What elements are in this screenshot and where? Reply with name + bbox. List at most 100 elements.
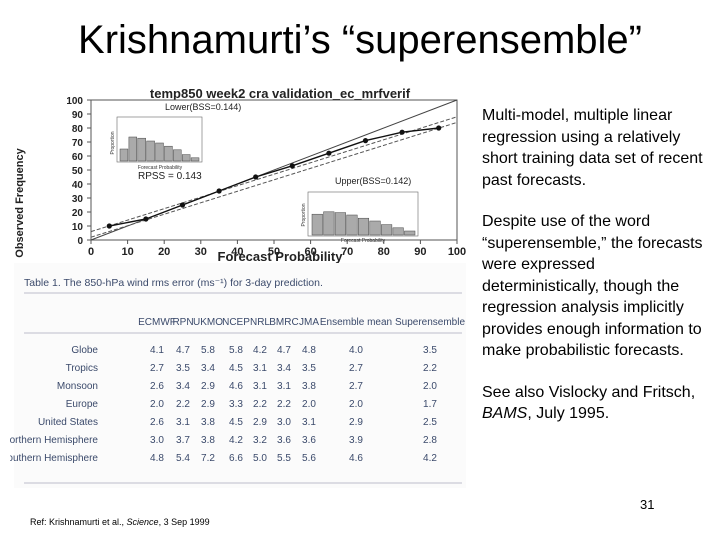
series-line [109, 127, 439, 227]
histogram-bar [146, 140, 155, 162]
table-cell: 3.1 [176, 417, 190, 428]
table-column-header: NCEP [222, 317, 250, 328]
histogram-bar [334, 212, 346, 236]
table-cell: 2.0 [349, 399, 363, 410]
table-cell: 2.0 [150, 399, 164, 410]
x-tick-label: 40 [231, 246, 243, 258]
table-cell: 2.2 [176, 399, 190, 410]
description-paragraph-3: See also Vislocky and Fritsch, BAMS, Jul… [482, 383, 696, 423]
data-point [143, 216, 149, 222]
table-row-label: Monsoon [57, 381, 98, 392]
table-cell: 2.9 [201, 399, 215, 410]
figure: temp850 week2 cra validation_ec_mrfverif… [10, 86, 466, 488]
x-tick-label: 50 [268, 246, 280, 258]
histogram-bar [119, 148, 129, 162]
table-cell: 2.9 [253, 417, 267, 428]
table-cell: 3.6 [302, 435, 316, 446]
table-cell: 2.0 [302, 399, 316, 410]
y-tick-label: 30 [72, 194, 84, 205]
inset-upper-ylabel: Proportion [301, 203, 307, 226]
table-caption: Table 1. The 850-hPa wind rms error (ms⁻… [24, 277, 323, 289]
y-tick-label: 90 [72, 110, 84, 121]
table-column-header: NRL [250, 317, 270, 328]
table-cell: 4.8 [302, 345, 316, 356]
table-cell: 1.7 [423, 399, 437, 410]
histogram-bar [392, 227, 404, 236]
x-tick-label: 70 [341, 246, 353, 258]
inset-lower-xlabel: Forecast Probability [138, 165, 183, 171]
table-cell: 2.9 [201, 381, 215, 392]
data-point [179, 202, 186, 208]
table-cell: 2.7 [349, 381, 363, 392]
table-column-header: Ensemble mean [320, 317, 392, 328]
table-cell: 3.5 [302, 363, 316, 374]
table-cell: 4.2 [253, 345, 267, 356]
inset-upper-histogram: Proportion Forecast Probability [301, 191, 419, 244]
slide-number: 31 [640, 497, 655, 512]
histogram-bar [369, 220, 381, 236]
histogram-bar [404, 230, 416, 236]
table-cell: 2.7 [150, 363, 164, 374]
data-point [362, 138, 369, 144]
inset-upper-xlabel: Forecast Probability [341, 238, 386, 244]
x-tick-label: 0 [88, 246, 94, 258]
table-column-header: JMA [299, 317, 319, 328]
table-cell: 4.0 [349, 345, 363, 356]
table-column-header: ECMWF [138, 317, 176, 328]
table-row-label: Northern Hemisphere [10, 435, 98, 446]
histogram-bar [381, 224, 393, 236]
table-cell: 3.7 [176, 435, 190, 446]
x-axis-label: Forecast Probability [218, 249, 344, 264]
data-point [326, 150, 332, 156]
reference-citation: Ref: Krishnamurti et al., Science, 3 Sep… [30, 517, 210, 527]
upper-bound-line [90, 116, 458, 233]
description-text: Multi-model, multiple linear regression … [482, 105, 714, 445]
histogram-bar [155, 142, 164, 162]
table-cell: 3.4 [201, 363, 215, 374]
table-cell: 2.8 [423, 435, 437, 446]
y-tick-label: 40 [72, 180, 84, 191]
x-tick-label: 100 [448, 246, 466, 258]
table-column-header: UKMO [193, 317, 223, 328]
table-cell: 3.3 [229, 399, 243, 410]
y-tick-label: 20 [72, 208, 84, 219]
x-tick-label: 60 [304, 246, 316, 258]
y-tick-label: 50 [72, 166, 84, 177]
table-cell: 2.7 [349, 363, 363, 374]
y-tick-label: 10 [72, 222, 84, 233]
table-cell: 5.8 [229, 345, 243, 356]
data-point [253, 174, 259, 180]
histogram-bar [323, 211, 335, 236]
inset-lower-ylabel: Proportion [110, 131, 116, 154]
y-tick-label: 70 [72, 138, 84, 149]
table-row-label: United States [38, 417, 98, 428]
table-cell: 4.7 [277, 345, 291, 356]
table-cell: 3.8 [302, 381, 316, 392]
x-tick-label: 90 [414, 246, 426, 258]
table-cell: 3.1 [302, 417, 316, 428]
table-cell: 3.0 [277, 417, 291, 428]
description-paragraph-2: Despite use of the word “superensemble,”… [482, 213, 703, 359]
table-cell: 3.4 [277, 363, 291, 374]
data-point [216, 188, 222, 194]
rms-error-table: Table 1. The 850-hPa wind rms error (ms⁻… [10, 263, 466, 488]
table-column-header: RPN [172, 317, 193, 328]
histogram-bar [311, 213, 323, 236]
histogram-bar [181, 154, 191, 162]
table-cell: 2.0 [423, 381, 437, 392]
table-cell: 5.0 [253, 453, 267, 464]
table-cell: 2.6 [150, 417, 164, 428]
table-row-label: Globe [71, 345, 98, 356]
rpss-label: RPSS = 0.143 [138, 171, 202, 182]
histogram-bar [137, 137, 146, 162]
chart-title: temp850 week2 cra validation_ec_mrfverif [150, 86, 411, 101]
x-tick-label: 30 [195, 246, 207, 258]
table-cell: 5.8 [201, 345, 215, 356]
data-point [436, 125, 442, 131]
inset-lower-histogram: Proportion Forecast Probability [110, 116, 203, 171]
table-cell: 3.5 [176, 363, 190, 374]
histogram-bar [357, 217, 370, 236]
table-cell: 3.6 [277, 435, 291, 446]
reliability-chart: temp850 week2 cra validation_ec_mrfverif… [14, 86, 466, 264]
table-row-label: Tropics [66, 363, 98, 374]
